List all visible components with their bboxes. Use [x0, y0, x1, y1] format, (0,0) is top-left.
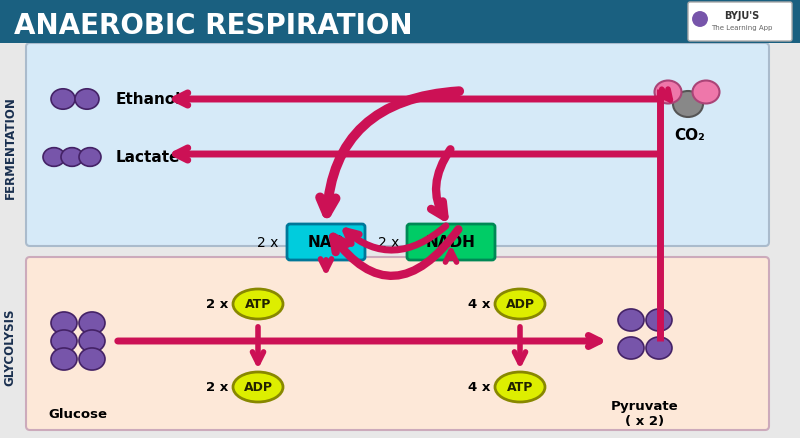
Ellipse shape — [79, 148, 101, 167]
Text: Pyruvate
( x 2): Pyruvate ( x 2) — [611, 399, 679, 427]
Text: ADP: ADP — [243, 381, 273, 394]
Text: ATP: ATP — [507, 381, 533, 394]
Text: GLYCOLYSIS: GLYCOLYSIS — [3, 307, 17, 385]
Text: CO₂: CO₂ — [674, 128, 706, 143]
FancyBboxPatch shape — [26, 44, 769, 247]
Text: 2 x: 2 x — [378, 236, 399, 249]
Ellipse shape — [51, 330, 77, 352]
FancyBboxPatch shape — [26, 258, 769, 430]
Text: Ethanol: Ethanol — [116, 92, 182, 107]
Ellipse shape — [51, 348, 77, 370]
Text: ADP: ADP — [506, 298, 534, 311]
Ellipse shape — [673, 92, 703, 118]
Text: 2 x: 2 x — [257, 236, 278, 249]
Ellipse shape — [495, 290, 545, 319]
FancyBboxPatch shape — [688, 3, 792, 42]
Text: ATP: ATP — [245, 298, 271, 311]
Text: NAD: NAD — [307, 235, 345, 250]
Text: The Learning App: The Learning App — [711, 25, 773, 31]
Ellipse shape — [75, 90, 99, 110]
FancyBboxPatch shape — [287, 225, 365, 261]
Ellipse shape — [618, 309, 644, 331]
Ellipse shape — [51, 90, 75, 110]
Ellipse shape — [646, 309, 672, 331]
Text: 2 x: 2 x — [206, 298, 228, 311]
Ellipse shape — [79, 348, 105, 370]
Ellipse shape — [61, 148, 83, 167]
Text: 4 x: 4 x — [468, 381, 490, 394]
Text: 4 x: 4 x — [468, 298, 490, 311]
Ellipse shape — [618, 337, 644, 359]
Text: BYJU'S: BYJU'S — [724, 11, 760, 21]
FancyBboxPatch shape — [407, 225, 495, 261]
Ellipse shape — [495, 372, 545, 402]
Text: FERMENTATION: FERMENTATION — [3, 96, 17, 199]
Bar — [0, 0, 800, 44]
Ellipse shape — [233, 290, 283, 319]
Text: Lactate: Lactate — [116, 150, 181, 165]
Ellipse shape — [654, 81, 682, 104]
Circle shape — [691, 11, 709, 29]
Ellipse shape — [233, 372, 283, 402]
Ellipse shape — [43, 148, 65, 167]
Ellipse shape — [51, 312, 77, 334]
Text: Glucose: Glucose — [49, 408, 107, 420]
Ellipse shape — [693, 81, 719, 104]
Ellipse shape — [646, 337, 672, 359]
Ellipse shape — [79, 330, 105, 352]
Text: ANAEROBIC RESPIRATION: ANAEROBIC RESPIRATION — [14, 12, 413, 40]
Text: 2 x: 2 x — [206, 381, 228, 394]
Ellipse shape — [79, 312, 105, 334]
Text: NADH: NADH — [426, 235, 476, 250]
